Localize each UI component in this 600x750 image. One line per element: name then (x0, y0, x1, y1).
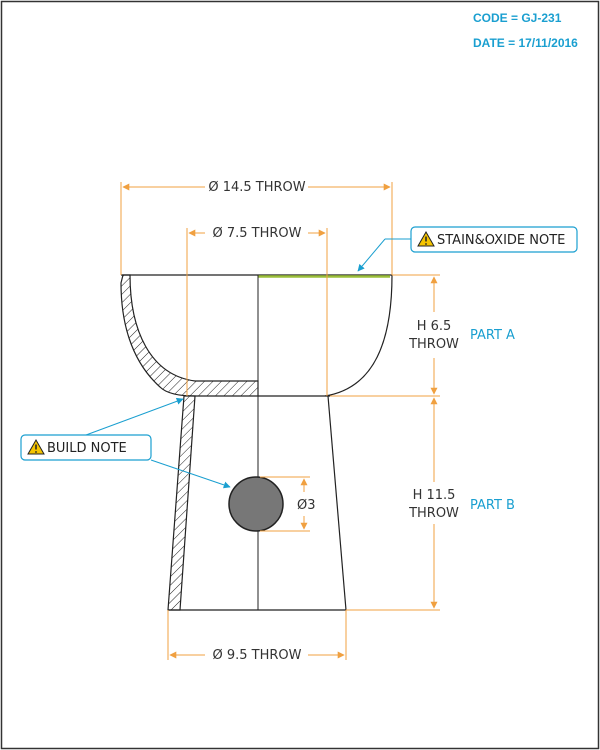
part-a-label: PART A (470, 328, 515, 343)
inner-diameter-label: Ø 7.5 THROW (212, 226, 301, 241)
outer-diameter-label: Ø 14.5 THROW (208, 180, 305, 195)
stain-oxide-arrow (357, 238, 386, 272)
bowl-part-a (120, 274, 393, 397)
part-b-label: PART B (470, 498, 515, 513)
warning-icon (417, 230, 435, 247)
hole (228, 476, 284, 532)
dimension-lines (120, 182, 440, 660)
height-b-line2: THROW (408, 506, 459, 521)
warning-icon (27, 438, 45, 455)
bowl-wall-section (120, 274, 259, 397)
base-diameter-label: Ø 9.5 THROW (212, 648, 301, 663)
bowl-outer-right (324, 274, 393, 397)
height-a-line1: H 6.5 (417, 319, 452, 334)
build-note-leader-hole (150, 459, 231, 489)
build-note-leader-up (85, 397, 184, 436)
stain-oxide-note-text: STAIN&OXIDE NOTE (437, 233, 565, 248)
height-a-line2: THROW (408, 337, 459, 352)
stem-outer-right (327, 395, 347, 611)
height-b-line1: H 11.5 (413, 488, 456, 503)
hole-diameter-label: Ø3 (297, 498, 316, 513)
drawing-date: DATE = 17/11/2016 (473, 36, 578, 50)
stem-wall-section (167, 395, 196, 611)
build-note: BUILD NOTE (20, 434, 152, 461)
build-note-text: BUILD NOTE (47, 441, 127, 456)
drawing-code: CODE = GJ-231 (473, 11, 562, 25)
stain-oxide-note: STAIN&OXIDE NOTE (410, 226, 578, 253)
stem-part-b (167, 395, 347, 611)
